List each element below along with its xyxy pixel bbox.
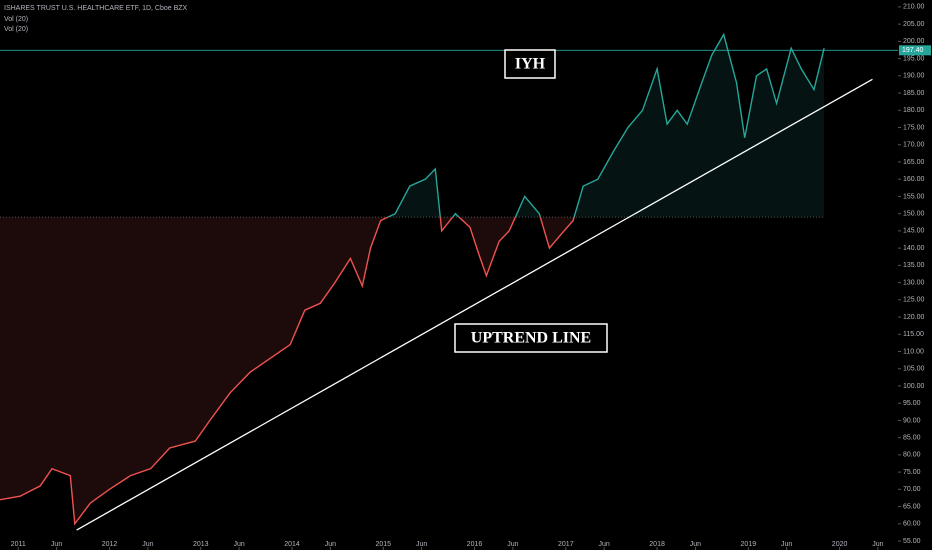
area-below xyxy=(0,217,575,524)
y-tick-label: 105.00 xyxy=(903,366,925,373)
y-tick-label: 200.00 xyxy=(903,38,925,45)
y-tick-label: 210.00 xyxy=(903,4,925,11)
y-tick-label: 145.00 xyxy=(903,228,925,235)
price-line-below xyxy=(0,217,575,526)
y-tick-label: 125.00 xyxy=(903,297,925,304)
annotation: UPTREND LINE xyxy=(471,330,591,347)
x-tick-label: Jun xyxy=(325,541,336,548)
x-tick-label: 2015 xyxy=(376,541,392,548)
y-tick-label: 100.00 xyxy=(903,383,925,390)
x-tick-label: Jun xyxy=(507,541,518,548)
y-tick-label: 60.00 xyxy=(903,521,921,528)
indicator-label: Vol (20) xyxy=(4,16,28,23)
price-line-above xyxy=(386,32,825,218)
y-tick-label: 130.00 xyxy=(903,279,925,286)
x-tick-label: 2012 xyxy=(102,541,118,548)
trend-line xyxy=(76,78,873,531)
y-tick-label: 140.00 xyxy=(903,245,925,252)
y-tick-label: 180.00 xyxy=(903,107,925,114)
x-tick-label: Jun xyxy=(233,541,244,548)
last-price-label: 197.40 xyxy=(902,47,924,54)
y-tick-label: 70.00 xyxy=(903,486,921,493)
y-tick-label: 85.00 xyxy=(903,435,921,442)
y-tick-label: 120.00 xyxy=(903,314,925,321)
y-tick-label: 110.00 xyxy=(903,348,924,355)
x-tick-label: Jun xyxy=(690,541,701,548)
y-tick-label: 75.00 xyxy=(903,469,921,476)
x-tick-label: 2011 xyxy=(11,541,26,548)
last-price-box xyxy=(899,45,931,56)
x-tick-label: Jun xyxy=(416,541,427,548)
y-tick-label: 155.00 xyxy=(903,193,925,200)
y-tick-label: 90.00 xyxy=(903,417,921,424)
x-tick-label: Jun xyxy=(142,541,153,548)
x-tick-label: Jun xyxy=(51,541,62,548)
annotation-box xyxy=(504,49,556,79)
x-tick-label: Jun xyxy=(781,541,792,548)
chart-title: ISHARES TRUST U.S. HEALTHCARE ETF, 1D, C… xyxy=(4,5,188,12)
y-tick-label: 195.00 xyxy=(903,55,925,62)
area-above xyxy=(0,34,825,218)
x-tick-label: 2016 xyxy=(467,541,483,548)
y-tick-label: 170.00 xyxy=(903,142,925,149)
x-tick-label: 2018 xyxy=(649,541,665,548)
y-tick-label: 205.00 xyxy=(903,21,925,28)
y-tick-label: 65.00 xyxy=(903,503,921,510)
y-tick-label: 80.00 xyxy=(903,452,921,459)
x-tick-label: Jun xyxy=(598,541,609,548)
y-tick-label: 185.00 xyxy=(903,90,925,97)
y-tick-label: 55.00 xyxy=(903,538,921,545)
y-tick-label: 135.00 xyxy=(903,262,925,269)
x-tick-label: 2013 xyxy=(193,541,209,548)
x-tick-label: 2019 xyxy=(741,541,757,548)
x-tick-label: 2017 xyxy=(558,541,574,548)
y-tick-label: 150.00 xyxy=(903,211,925,218)
x-tick-label: 2014 xyxy=(284,541,300,548)
annotation-box xyxy=(454,323,608,353)
y-tick-label: 95.00 xyxy=(903,400,921,407)
y-tick-label: 190.00 xyxy=(903,73,925,80)
y-tick-label: 175.00 xyxy=(903,124,925,131)
indicator-label: Vol (20) xyxy=(4,26,28,33)
y-tick-label: 160.00 xyxy=(903,176,925,183)
y-tick-label: 165.00 xyxy=(903,159,925,166)
x-tick-label: 2020 xyxy=(832,541,848,548)
price-axis xyxy=(898,0,932,550)
y-tick-label: 115.00 xyxy=(903,331,924,338)
x-tick-label: Jun xyxy=(872,541,883,548)
annotation: IYH xyxy=(515,56,546,73)
